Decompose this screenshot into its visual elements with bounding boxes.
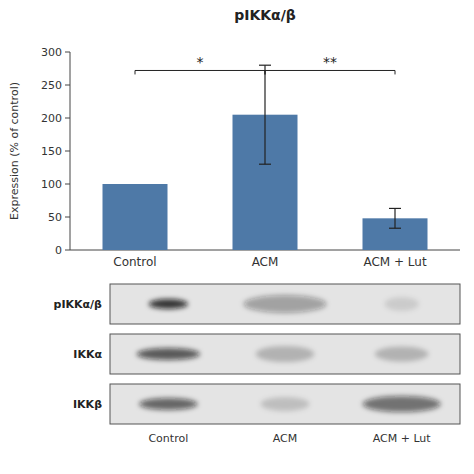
chart: pIKKα/β 0 50 100 150 200 250 300 Expression (% o… — [0, 0, 474, 474]
blot-frame — [110, 384, 460, 424]
y-tick-label: 300 — [41, 46, 62, 59]
y-axis: 0 50 100 150 200 250 300 — [41, 46, 70, 257]
blot-band — [149, 299, 188, 309]
error-line — [394, 208, 395, 228]
blot-band — [243, 295, 326, 313]
title: pIKKα/β — [234, 7, 296, 23]
error-cap — [389, 228, 401, 229]
blot-band — [261, 397, 310, 411]
y-tick — [65, 85, 70, 86]
blot-column-label: Control — [148, 432, 188, 445]
blot-band — [139, 398, 198, 410]
x-tick-label: Control — [113, 255, 156, 269]
y-tick — [65, 52, 70, 53]
blot-band — [375, 347, 429, 362]
y-tick — [65, 250, 70, 251]
y-tick-label: 250 — [41, 79, 62, 92]
significance-label: * — [197, 54, 204, 70]
blot-column-label: ACM + Lut — [373, 432, 432, 445]
blot-band — [256, 346, 315, 362]
blot-row-label: pIKKα/β — [54, 298, 103, 311]
significance-bracket — [265, 70, 395, 74]
significance-label: ** — [323, 54, 337, 70]
blot-frame — [110, 334, 460, 374]
bars — [103, 65, 428, 250]
error-cap — [259, 164, 271, 165]
error-bar — [389, 208, 401, 228]
x-tick-label: ACM + Lut — [363, 255, 426, 269]
significance-bracket — [135, 70, 265, 74]
x-tick-label: ACM — [252, 255, 279, 269]
y-tick-label: 150 — [41, 145, 62, 158]
y-tick-label: 200 — [41, 112, 62, 125]
y-tick-label: 50 — [48, 211, 62, 224]
y-tick — [65, 184, 70, 185]
blot-row: IKKα — [73, 334, 460, 374]
error-line — [264, 65, 265, 164]
blot-column-label: ACM — [273, 432, 298, 445]
blot-band — [362, 396, 440, 412]
bar — [103, 184, 168, 250]
blot-row-label: IKKα — [73, 348, 102, 361]
error-cap — [259, 65, 271, 66]
y-tick — [65, 151, 70, 152]
error-cap — [389, 208, 401, 209]
blot-row: IKKβ — [73, 384, 460, 424]
blot-band — [136, 348, 200, 360]
blot-row: pIKKα/β — [54, 284, 460, 324]
blot-band — [385, 297, 419, 311]
y-tick-label: 0 — [55, 244, 62, 257]
blot-row-label: IKKβ — [73, 398, 102, 411]
y-tick — [65, 118, 70, 119]
y-tick-label: 100 — [41, 178, 62, 191]
y-axis-label: Expression (% of control) — [8, 82, 21, 220]
blot-frame — [110, 284, 460, 324]
error-bar — [259, 65, 271, 164]
y-tick — [65, 217, 70, 218]
